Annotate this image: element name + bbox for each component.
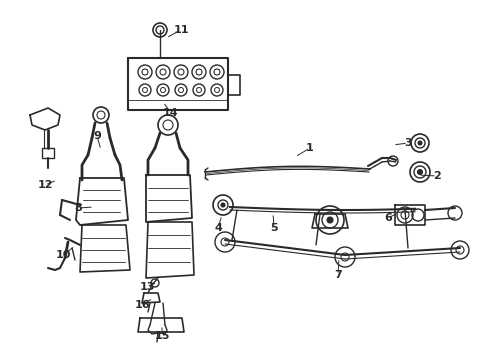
Circle shape [417,141,421,145]
Text: 4: 4 [214,223,222,233]
Circle shape [417,170,422,175]
Text: 6: 6 [383,213,391,223]
Text: 14: 14 [163,108,179,118]
Circle shape [156,26,163,34]
Text: 10: 10 [55,250,71,260]
Text: 5: 5 [270,223,277,233]
Text: 13: 13 [139,282,154,292]
Circle shape [326,217,332,223]
Bar [42,148,54,158]
Text: 12: 12 [37,180,53,190]
Text: 11: 11 [173,25,188,35]
Text: 9: 9 [93,131,101,141]
Text: 1: 1 [305,143,313,153]
Circle shape [221,203,224,207]
Text: 15: 15 [154,331,169,341]
Text: 2: 2 [432,171,440,181]
Text: 3: 3 [404,138,411,148]
Text: 16: 16 [135,300,150,310]
Text: 8: 8 [74,203,81,213]
Text: 7: 7 [333,270,341,280]
